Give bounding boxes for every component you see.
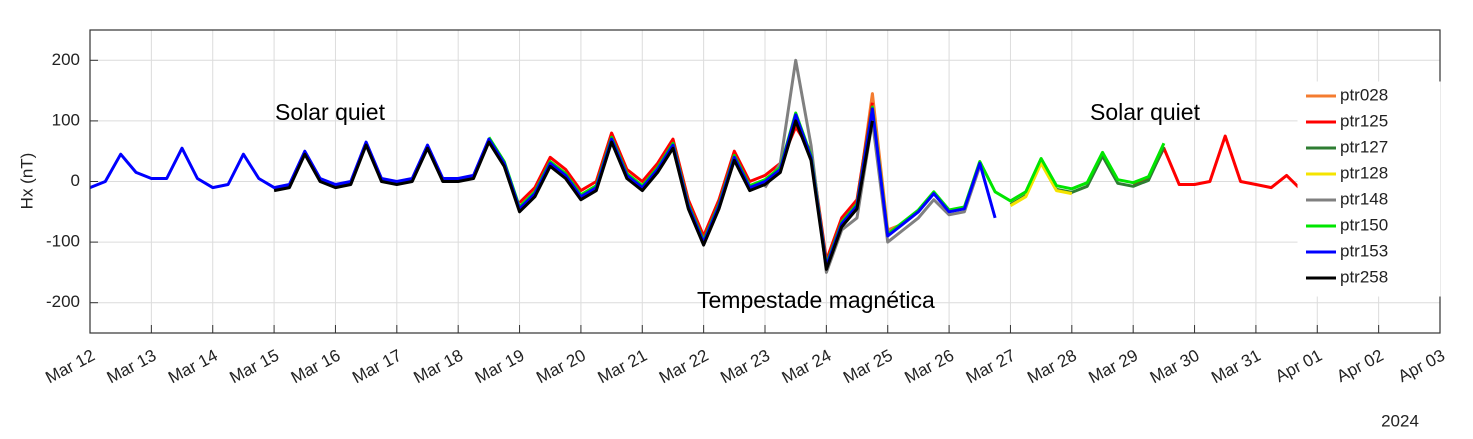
- y-tick-label: 100: [52, 110, 80, 129]
- annotation: Solar quiet: [1090, 99, 1201, 125]
- x-tick-label: Mar 19: [472, 346, 528, 388]
- x-tick-label: Mar 24: [779, 346, 835, 388]
- x-tick-label: Mar 18: [411, 346, 467, 388]
- x-tick-label: Apr 03: [1395, 346, 1448, 386]
- series-line: [273, 119, 874, 271]
- x-tick-label: Apr 02: [1333, 346, 1386, 386]
- year-label: 2024: [1381, 411, 1419, 430]
- series-line: [1009, 161, 1073, 207]
- legend-label: ptr153: [1340, 241, 1388, 260]
- x-tick-label: Mar 27: [963, 346, 1019, 388]
- legend-label: ptr128: [1340, 163, 1388, 182]
- x-tick-label: Apr 01: [1272, 346, 1325, 386]
- x-tick-label: Mar 29: [1086, 346, 1142, 388]
- annotation: Solar quiet: [275, 99, 386, 125]
- y-tick-label: -200: [46, 292, 80, 311]
- x-tick-label: Mar 30: [1147, 346, 1203, 388]
- legend-box: [1297, 81, 1441, 297]
- legend: ptr028 ptr125 ptr127 ptr128 ptr148 ptr150 ptr1…: [1297, 81, 1441, 297]
- y-axis-label: Hx (nT): [17, 153, 36, 210]
- x-tick-label: Mar 17: [349, 346, 405, 388]
- x-tick-label: Mar 25: [840, 346, 896, 388]
- legend-label: ptr127: [1340, 137, 1388, 156]
- legend-label: ptr258: [1340, 267, 1388, 286]
- y-tick-label: 200: [52, 50, 80, 69]
- x-tick-label: Mar 12: [42, 346, 98, 388]
- legend-label: ptr148: [1340, 189, 1388, 208]
- y-tick-label: -100: [46, 232, 80, 251]
- legend-label: ptr150: [1340, 215, 1388, 234]
- x-tick-label: Mar 22: [656, 346, 712, 388]
- x-tick-label: Mar 21: [595, 346, 651, 388]
- x-tick-label: Mar 16: [288, 346, 344, 388]
- y-tick-label: 0: [71, 171, 80, 190]
- x-tick-label: Mar 31: [1208, 346, 1264, 388]
- legend-label: ptr125: [1340, 111, 1388, 130]
- x-tick-label: Mar 28: [1024, 346, 1080, 388]
- lines: [89, 58, 1334, 274]
- annotation: Tempestade magnética: [697, 287, 935, 313]
- x-tick-label: Mar 13: [104, 346, 160, 388]
- x-tick-label: Mar 14: [165, 346, 221, 388]
- x-tick-label: Mar 23: [717, 346, 773, 388]
- x-tick-label: Mar 26: [901, 346, 957, 388]
- legend-label: ptr028: [1340, 85, 1388, 104]
- x-tick-label: Mar 15: [226, 346, 282, 388]
- x-tick-label: Mar 20: [533, 346, 589, 388]
